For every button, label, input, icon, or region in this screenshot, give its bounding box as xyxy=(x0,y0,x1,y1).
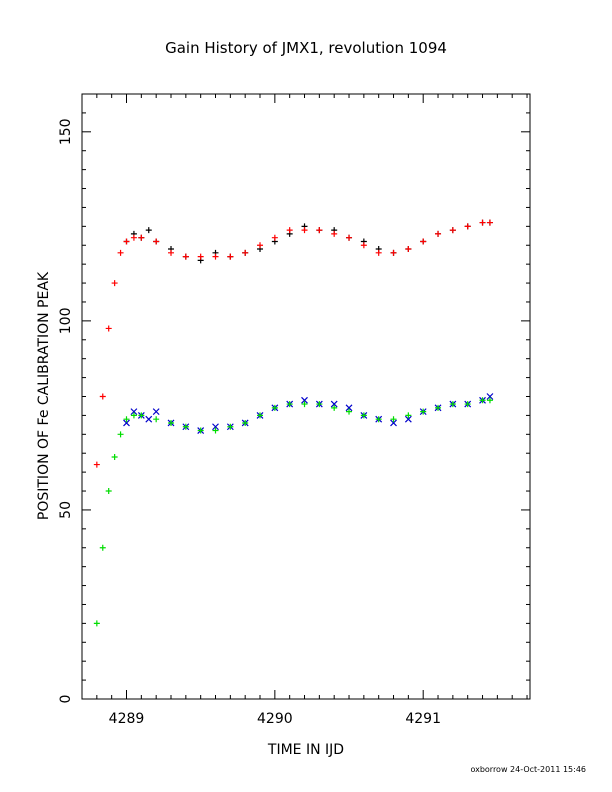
data-point xyxy=(405,412,412,419)
y-tick-label: 150 xyxy=(58,118,74,145)
data-point xyxy=(152,408,160,416)
data-point xyxy=(390,416,397,423)
data-point xyxy=(212,253,219,260)
data-point xyxy=(145,415,153,423)
data-point xyxy=(435,230,442,237)
data-point xyxy=(375,416,382,423)
data-point xyxy=(405,246,412,253)
data-point xyxy=(105,325,112,332)
x-tick-label: 4291 xyxy=(405,711,441,727)
y-axis-label: POSITION OF Fe CALIBRATION PEAK xyxy=(36,271,52,520)
data-point xyxy=(486,219,493,226)
data-point xyxy=(168,249,175,256)
data-point xyxy=(286,401,293,408)
data-point xyxy=(404,415,412,423)
x-tick-label: 4290 xyxy=(257,711,293,727)
y-tick-label: 50 xyxy=(58,501,74,519)
data-point xyxy=(130,408,138,416)
y-tick-label: 0 xyxy=(58,695,74,704)
data-point xyxy=(130,412,137,419)
data-point xyxy=(93,461,100,468)
data-point xyxy=(271,234,278,241)
data-point xyxy=(117,431,124,438)
data-point xyxy=(212,427,219,434)
data-point xyxy=(111,454,118,460)
data-point xyxy=(130,234,137,241)
data-point xyxy=(331,230,338,237)
plot-frame xyxy=(81,93,531,700)
data-point xyxy=(435,404,442,411)
data-point xyxy=(182,253,189,260)
data-point xyxy=(464,401,471,408)
data-point xyxy=(301,401,308,408)
data-point xyxy=(346,408,353,415)
data-point xyxy=(375,249,382,256)
data-point xyxy=(257,242,264,249)
x-tick-label: 4289 xyxy=(109,711,145,727)
x-axis-label: TIME IN IJD xyxy=(267,742,344,758)
data-point xyxy=(360,242,367,249)
data-point xyxy=(111,280,118,287)
data-point xyxy=(330,400,338,408)
data-point xyxy=(93,620,100,627)
data-point xyxy=(153,238,160,245)
data-point xyxy=(123,416,130,423)
data-point xyxy=(99,544,106,551)
series-1 xyxy=(93,219,493,468)
footer-stamp: oxborrow 24-Oct-2011 15:46 xyxy=(470,765,586,774)
data-point xyxy=(420,238,427,245)
data-point xyxy=(168,419,175,426)
data-point xyxy=(345,404,353,412)
chart-title: Gain History of JMX1, revolution 1094 xyxy=(165,39,447,57)
data-point xyxy=(242,419,249,426)
data-point xyxy=(316,401,323,408)
series-0 xyxy=(123,219,493,264)
data-point xyxy=(486,393,494,400)
data-point xyxy=(138,412,145,419)
data-point xyxy=(257,412,264,419)
data-point xyxy=(145,227,152,234)
axis-ticks: 4289 4290 4291 0 50 100 150 xyxy=(58,93,530,727)
data-point xyxy=(390,419,397,427)
data-point xyxy=(197,253,204,260)
data-point xyxy=(212,423,219,431)
data-point xyxy=(449,227,456,234)
data-point xyxy=(479,397,486,404)
data-point xyxy=(479,219,486,226)
data-point xyxy=(182,423,189,430)
data-point xyxy=(271,404,278,411)
series-3 xyxy=(93,397,493,627)
data-point xyxy=(99,393,106,400)
data-point xyxy=(123,238,130,245)
data-point xyxy=(316,227,323,234)
data-point xyxy=(138,234,145,241)
data-point xyxy=(227,253,234,260)
data-point xyxy=(331,404,338,411)
data-point xyxy=(301,396,308,404)
plot-marks xyxy=(93,219,494,627)
data-point xyxy=(227,423,234,430)
data-point xyxy=(123,419,130,427)
data-point xyxy=(153,416,160,423)
data-point xyxy=(449,401,456,408)
data-point xyxy=(242,249,249,256)
y-tick-label: 100 xyxy=(58,308,74,335)
data-point xyxy=(117,249,124,256)
data-point xyxy=(105,488,112,495)
data-point xyxy=(420,408,427,415)
data-point xyxy=(486,397,493,404)
data-point xyxy=(301,227,308,234)
data-point xyxy=(197,427,204,434)
data-point xyxy=(286,227,293,234)
data-point xyxy=(360,412,367,419)
data-point xyxy=(346,234,353,241)
data-point xyxy=(390,249,397,256)
series-2 xyxy=(123,393,494,434)
data-point xyxy=(464,223,471,230)
